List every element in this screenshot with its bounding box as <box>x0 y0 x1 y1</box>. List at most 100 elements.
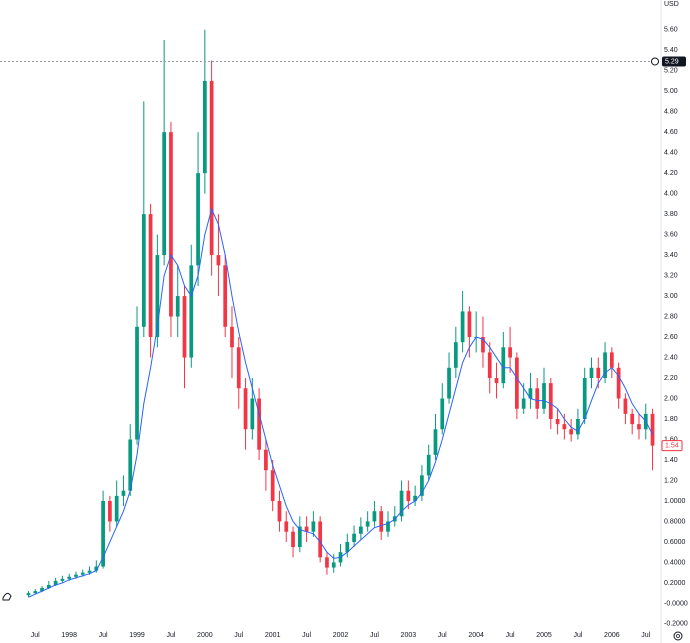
candle-body <box>87 570 92 573</box>
y-tick-label: 3.00 <box>664 293 678 300</box>
candle-body <box>494 378 499 384</box>
candle-body <box>182 296 187 358</box>
price-line-label: 5.29 <box>665 58 679 65</box>
candle-body <box>535 388 540 409</box>
candle-body <box>630 413 635 425</box>
candle-body <box>447 367 451 399</box>
moving-average-line <box>28 207 653 598</box>
y-tick-label: 1.0000 <box>664 498 686 505</box>
candle-body <box>318 521 323 558</box>
y-tick-label: 1.80 <box>664 416 678 423</box>
candle-body <box>562 424 567 430</box>
candle-body <box>555 419 560 425</box>
candle-body <box>175 296 180 317</box>
candle-body <box>121 490 126 496</box>
candle-body <box>108 500 112 522</box>
candle-body <box>365 521 370 527</box>
candle-body <box>189 265 194 358</box>
candle-body <box>623 398 628 414</box>
y-tick-label: 2.40 <box>664 354 678 361</box>
candle-body <box>311 521 316 532</box>
y-tick-label: 4.40 <box>664 149 678 156</box>
price-line-icon <box>651 57 659 66</box>
candle-body <box>284 521 289 532</box>
candle-body <box>331 562 336 568</box>
y-tick-label: -0.2000 <box>664 621 688 628</box>
candle-body <box>264 449 268 471</box>
candle-body <box>128 439 133 491</box>
candle-body <box>596 367 601 379</box>
candle-body <box>603 352 607 379</box>
candle-body <box>521 398 526 409</box>
candle-body <box>589 367 594 379</box>
candle-body <box>216 255 221 266</box>
y-tick-label: 1.60 <box>664 436 678 443</box>
candle-body <box>467 311 472 338</box>
candle-body <box>169 132 173 317</box>
y-tick-label: 5.40 <box>664 47 678 54</box>
y-tick-label: 1.40 <box>664 457 678 464</box>
y-tick-label: 2.60 <box>664 334 678 341</box>
candle-body <box>345 541 350 553</box>
candle-body <box>155 255 160 338</box>
candle-body <box>236 347 241 389</box>
candle-body <box>135 326 139 440</box>
y-tick-label: 3.40 <box>664 252 678 259</box>
y-tick-label: 4.20 <box>664 170 678 177</box>
x-tick-label: 1998 <box>61 632 77 639</box>
candle-body <box>609 352 614 368</box>
y-tick-label: 4.60 <box>664 129 678 136</box>
candle-body <box>74 574 78 577</box>
candle-body <box>40 588 44 592</box>
candle-body <box>162 132 167 256</box>
settings-icon[interactable] <box>673 631 683 641</box>
last-price-box <box>661 440 683 452</box>
candle-body <box>460 311 465 343</box>
candle-body <box>26 593 31 596</box>
candle-body <box>270 470 275 501</box>
price-line-label-box <box>662 56 686 67</box>
candle-body <box>542 383 546 409</box>
x-tick-label: 2002 <box>333 632 349 639</box>
candle-body <box>569 429 574 435</box>
candle-body <box>352 533 356 542</box>
candle-body <box>440 398 445 430</box>
candle-body <box>250 398 255 430</box>
candle-body <box>67 576 72 579</box>
candle-body <box>399 490 404 517</box>
candle-body <box>223 265 228 327</box>
candle-body <box>325 557 329 568</box>
candle-body <box>80 572 85 575</box>
candle-body <box>576 419 580 435</box>
candle-body <box>637 424 641 430</box>
candle-body <box>515 357 519 409</box>
candle-body <box>141 214 146 327</box>
candle-body <box>202 80 207 174</box>
candle-body <box>53 580 58 585</box>
candle-body <box>453 342 458 368</box>
last-price-label: 1.54 <box>665 442 679 449</box>
candle-body <box>386 521 390 532</box>
y-tick-label: 2.80 <box>664 313 678 320</box>
candle-body <box>501 347 506 384</box>
y-tick-label: 5.00 <box>664 88 678 95</box>
y-tick-label: 3.20 <box>664 272 678 279</box>
x-tick-label: 2006 <box>604 632 620 639</box>
candle-body <box>487 352 492 379</box>
x-tick-label: Jul <box>99 632 108 639</box>
candle-body <box>94 566 99 571</box>
y-tick-label: 0.8000 <box>664 518 686 525</box>
candle-body <box>548 383 553 420</box>
candle-body <box>114 495 119 522</box>
drawing-tool-icon[interactable] <box>2 592 12 601</box>
settings-button[interactable] <box>673 631 683 641</box>
y-tick-label: 2.00 <box>664 395 678 402</box>
settings-icon-core[interactable] <box>676 634 680 638</box>
x-tick-label: Jul <box>506 632 515 639</box>
candle-body <box>433 429 438 455</box>
candle-body <box>196 173 200 266</box>
candle-body <box>209 80 214 256</box>
candle-body <box>46 584 51 589</box>
candle-body <box>420 475 424 496</box>
